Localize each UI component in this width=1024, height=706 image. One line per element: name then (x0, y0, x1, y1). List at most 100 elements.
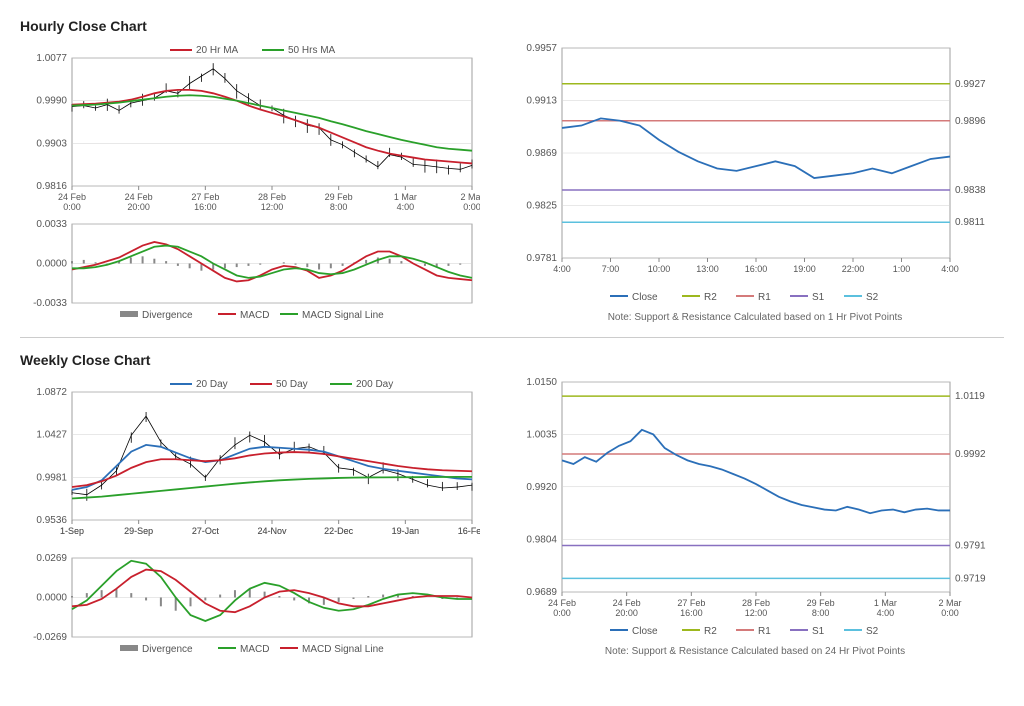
svg-text:0.0033: 0.0033 (36, 219, 67, 230)
svg-text:22-Dec: 22-Dec (324, 526, 354, 536)
hourly-sr-note: Note: Support & Resistance Calculated ba… (510, 312, 1000, 323)
svg-text:1.0150: 1.0150 (526, 377, 557, 388)
svg-text:-0.0269: -0.0269 (33, 632, 67, 643)
svg-text:S1: S1 (812, 626, 825, 637)
svg-text:10:00: 10:00 (648, 264, 671, 274)
svg-text:1.0077: 1.0077 (36, 53, 67, 64)
svg-text:S2: S2 (866, 292, 879, 303)
svg-text:S1: S1 (812, 292, 825, 303)
svg-text:1.0119: 1.0119 (955, 391, 985, 402)
svg-text:Divergence: Divergence (142, 310, 193, 321)
weekly-macd-chart: -0.02690.00000.0269DivergenceMACDMACD Si… (20, 552, 480, 657)
svg-text:0.9913: 0.9913 (526, 96, 557, 107)
hourly-title: Hourly Close Chart (20, 18, 1004, 34)
svg-text:28 Feb: 28 Feb (742, 598, 770, 608)
svg-text:0.0000: 0.0000 (36, 259, 67, 270)
svg-text:0:00: 0:00 (941, 608, 959, 618)
svg-text:Close: Close (632, 626, 658, 637)
svg-text:0.9903: 0.9903 (36, 138, 67, 149)
svg-text:50 Hrs MA: 50 Hrs MA (288, 45, 336, 56)
svg-text:4:00: 4:00 (877, 608, 895, 618)
svg-text:8:00: 8:00 (330, 202, 348, 212)
svg-text:1 Mar: 1 Mar (394, 192, 417, 202)
weekly-sr-note: Note: Support & Resistance Calculated ba… (510, 646, 1000, 657)
svg-text:0.9869: 0.9869 (526, 148, 557, 159)
svg-text:29 Feb: 29 Feb (807, 598, 835, 608)
svg-text:MACD: MACD (240, 310, 269, 321)
hourly-sr-chart: 0.9781 0.9825 0.9869 0.9913 0.9957 4:00 7:00 10… (510, 38, 1000, 308)
hourly-price-chart: 20 Hr MA 50 Hrs MA 0.9816 0.9903 0.9990 1.007… (20, 38, 480, 218)
svg-text:8:00: 8:00 (812, 608, 830, 618)
svg-text:2 Mar: 2 Mar (938, 598, 961, 608)
svg-text:1 Mar: 1 Mar (874, 598, 897, 608)
svg-text:16:00: 16:00 (194, 202, 217, 212)
svg-text:24 Feb: 24 Feb (125, 192, 153, 202)
svg-text:24 Feb: 24 Feb (548, 598, 576, 608)
svg-text:Divergence: Divergence (142, 644, 193, 655)
svg-text:27 Feb: 27 Feb (191, 192, 219, 202)
svg-text:0.9804: 0.9804 (526, 535, 557, 546)
svg-text:-0.0033: -0.0033 (33, 298, 67, 309)
svg-text:1.0035: 1.0035 (526, 429, 557, 440)
svg-text:0.9781: 0.9781 (526, 253, 557, 264)
svg-text:1.0872: 1.0872 (36, 387, 67, 398)
hourly-row: 20 Hr MA 50 Hrs MA 0.9816 0.9903 0.9990 1.007… (20, 38, 1004, 323)
svg-text:4:00: 4:00 (941, 264, 959, 274)
svg-text:7:00: 7:00 (602, 264, 620, 274)
svg-text:0.9825: 0.9825 (526, 201, 557, 212)
svg-text:1-Sep: 1-Sep (60, 526, 84, 536)
svg-text:0.9536: 0.9536 (36, 515, 67, 526)
svg-text:29-Sep: 29-Sep (124, 526, 153, 536)
svg-text:0.9689: 0.9689 (526, 587, 557, 598)
section-divider (20, 337, 1004, 338)
svg-text:200 Day: 200 Day (356, 379, 393, 390)
svg-text:27-Oct: 27-Oct (192, 526, 220, 536)
svg-text:50 Day: 50 Day (276, 379, 308, 390)
hourly-macd-chart: -0.0033 0.0000 0.0033 Divergence MACD MACD Si… (20, 218, 480, 323)
svg-text:16:00: 16:00 (745, 264, 768, 274)
svg-text:2 Mar: 2 Mar (460, 192, 480, 202)
svg-text:0.9838: 0.9838 (955, 185, 986, 196)
svg-text:27 Feb: 27 Feb (677, 598, 705, 608)
svg-text:24-Nov: 24-Nov (257, 526, 287, 536)
svg-text:S2: S2 (866, 626, 879, 637)
svg-text:MACD Signal Line: MACD Signal Line (302, 310, 384, 321)
svg-text:0.0000: 0.0000 (36, 593, 67, 604)
weekly-title: Weekly Close Chart (20, 352, 1004, 368)
svg-text:0.9927: 0.9927 (955, 79, 986, 90)
svg-text:0:00: 0:00 (63, 202, 81, 212)
svg-text:0:00: 0:00 (463, 202, 480, 212)
svg-text:24 Feb: 24 Feb (58, 192, 86, 202)
svg-text:0.9981: 0.9981 (36, 472, 67, 483)
svg-text:20 Hr MA: 20 Hr MA (196, 45, 239, 56)
svg-text:24 Feb: 24 Feb (613, 598, 641, 608)
svg-text:0.9791: 0.9791 (955, 541, 986, 552)
svg-text:MACD Signal Line: MACD Signal Line (302, 644, 384, 655)
svg-text:0.9719: 0.9719 (955, 573, 986, 584)
svg-text:19:00: 19:00 (793, 264, 816, 274)
svg-text:20:00: 20:00 (615, 608, 638, 618)
svg-text:0.9957: 0.9957 (526, 43, 557, 54)
svg-text:R1: R1 (758, 292, 771, 303)
svg-text:0.9992: 0.9992 (955, 449, 986, 460)
svg-text:22:00: 22:00 (842, 264, 865, 274)
svg-text:0.9990: 0.9990 (36, 96, 67, 107)
svg-text:20 Day: 20 Day (196, 379, 228, 390)
svg-text:16-Feb: 16-Feb (458, 526, 480, 536)
svg-text:1:00: 1:00 (893, 264, 911, 274)
weekly-price-chart: 20 Day 50 Day 200 Day 0.9536 0.9981 1.0427 1.0… (20, 372, 480, 552)
svg-text:R2: R2 (704, 292, 717, 303)
svg-text:0.9896: 0.9896 (955, 116, 986, 127)
weekly-sr-chart: 0.96890.98040.99201.00351.015024 Feb0:00… (510, 372, 1000, 642)
svg-text:1.0427: 1.0427 (36, 430, 67, 441)
svg-text:28 Feb: 28 Feb (258, 192, 286, 202)
svg-text:4:00: 4:00 (397, 202, 415, 212)
svg-text:29 Feb: 29 Feb (325, 192, 353, 202)
svg-text:12:00: 12:00 (745, 608, 768, 618)
svg-text:20:00: 20:00 (127, 202, 150, 212)
svg-text:19-Jan: 19-Jan (392, 526, 420, 536)
svg-text:16:00: 16:00 (680, 608, 703, 618)
svg-text:0.9816: 0.9816 (36, 181, 67, 192)
svg-text:13:00: 13:00 (696, 264, 719, 274)
svg-text:0:00: 0:00 (553, 608, 571, 618)
